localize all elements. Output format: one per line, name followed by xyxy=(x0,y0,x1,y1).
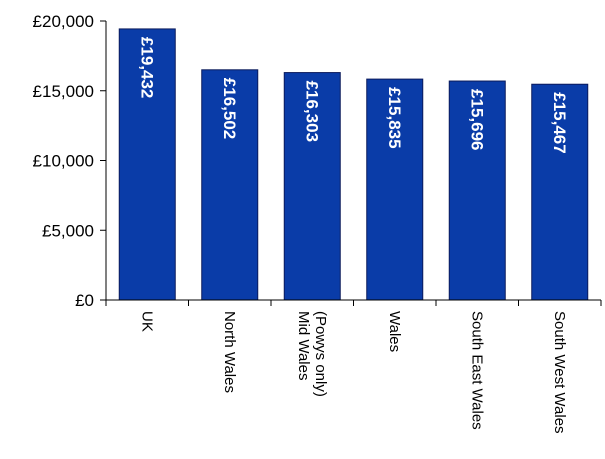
data-label: £15,835 xyxy=(385,87,404,148)
data-label: £19,432 xyxy=(137,37,156,98)
category-label: Wales xyxy=(386,311,403,352)
category-label: South East Wales xyxy=(468,311,485,430)
axes-group xyxy=(105,21,601,301)
y-ticks-group: £0 £5,000 £10,000 £15,000 £20,000 xyxy=(33,12,106,310)
y-tick-label: £5,000 xyxy=(42,221,94,240)
category-label: South West Wales xyxy=(551,311,568,434)
bar xyxy=(366,78,424,301)
y-tick-label: £0 xyxy=(75,291,94,310)
y-tick-label: £10,000 xyxy=(33,152,94,171)
data-labels-group: £19,432 £16,502 £16,303 £15,835 £15,696 £15,4… xyxy=(137,37,569,154)
data-label: £15,696 xyxy=(467,89,486,150)
category-label: UK xyxy=(138,311,155,332)
y-tick-label: £20,000 xyxy=(33,12,94,31)
y-tick-label: £15,000 xyxy=(33,82,94,101)
bar xyxy=(118,28,176,301)
category-label: (Powys only) xyxy=(312,311,329,397)
bar xyxy=(283,72,341,301)
category-label: Mid Wales xyxy=(295,311,312,380)
data-label: £16,303 xyxy=(302,81,321,142)
category-label: North Wales xyxy=(221,311,238,393)
bar xyxy=(201,69,259,301)
x-ticks-group xyxy=(105,300,602,306)
data-label: £16,502 xyxy=(220,78,239,139)
data-label: £15,467 xyxy=(550,92,569,153)
bars-group xyxy=(118,28,589,301)
bar xyxy=(448,80,506,301)
bar xyxy=(531,83,589,301)
category-labels-group: UK North Wales Mid Wales (Powys only) Wales S… xyxy=(138,311,568,434)
